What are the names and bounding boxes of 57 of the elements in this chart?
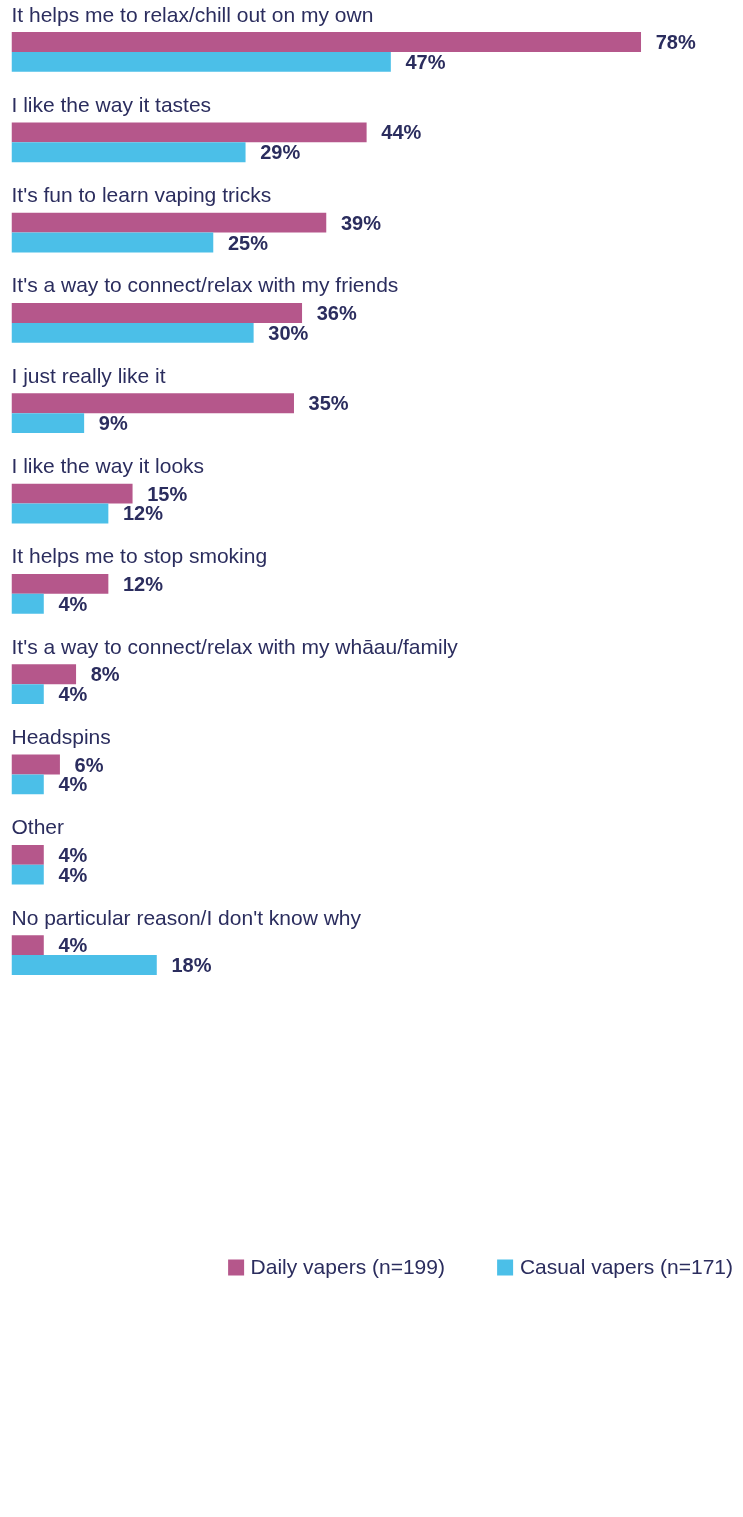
y-tick-label: I just really like it <box>11 363 166 387</box>
bar <box>11 935 44 956</box>
bar <box>11 573 109 594</box>
bar <box>11 122 367 143</box>
bar <box>11 32 642 52</box>
bar <box>11 51 391 72</box>
y-tick-label: No particular reason/I don't know why <box>11 905 362 929</box>
data-label: 35% <box>308 392 349 415</box>
bar <box>11 593 44 614</box>
bar <box>11 142 246 163</box>
data-label: 4% <box>58 773 88 796</box>
bar <box>11 664 77 685</box>
data-label: 6% <box>74 753 104 776</box>
bar <box>11 503 109 524</box>
bar <box>11 413 85 434</box>
data-label: 36% <box>316 301 357 324</box>
data-label: 4% <box>58 843 88 866</box>
y-tick-label: I like the way it looks <box>11 454 205 478</box>
y-tick-label: It's fun to learn vaping tricks <box>11 183 272 207</box>
data-label: 47% <box>405 50 446 73</box>
data-label: 4% <box>58 863 88 886</box>
data-label: 12% <box>122 502 164 525</box>
bar <box>11 774 44 795</box>
bar <box>11 322 254 343</box>
data-label: 12% <box>122 572 164 595</box>
y-tick-label: Headspins <box>11 725 111 749</box>
y-tick-label: It helps me to relax/chill out on my own <box>11 2 374 26</box>
bar <box>11 684 44 704</box>
data-label: 8% <box>90 663 120 686</box>
y-tick-label: I like the way it tastes <box>11 92 212 116</box>
data-label: 25% <box>227 231 269 254</box>
y-tick-label: It's a way to connect/relax with my whāau/family <box>11 634 459 658</box>
y-tick-label: It's a way to connect/relax with my friends <box>11 273 399 297</box>
bar <box>11 303 303 323</box>
data-label: 4% <box>58 683 88 706</box>
y-tick-label: Other <box>11 815 65 839</box>
legend-label: Casual vapers (n=171) <box>519 1255 733 1279</box>
data-label: 44% <box>381 121 422 144</box>
bar <box>11 955 157 975</box>
data-label: 15% <box>147 482 188 505</box>
data-label: 4% <box>58 934 88 957</box>
data-label: 9% <box>98 412 128 435</box>
bar <box>11 864 44 885</box>
data-label: 39% <box>340 211 382 234</box>
data-label: 4% <box>58 592 88 615</box>
data-label: 18% <box>171 953 212 976</box>
data-label: 78% <box>655 31 696 54</box>
y-tick-label: It helps me to stop smoking <box>11 544 268 568</box>
bar <box>11 393 294 414</box>
bar <box>11 844 44 865</box>
bar <box>11 232 214 253</box>
bar <box>11 754 60 775</box>
bar <box>11 483 133 504</box>
bar <box>11 212 327 233</box>
data-label: 30% <box>268 321 309 344</box>
data-label: 29% <box>260 141 301 164</box>
legend-label: Daily vapers (n=199) <box>250 1255 445 1279</box>
